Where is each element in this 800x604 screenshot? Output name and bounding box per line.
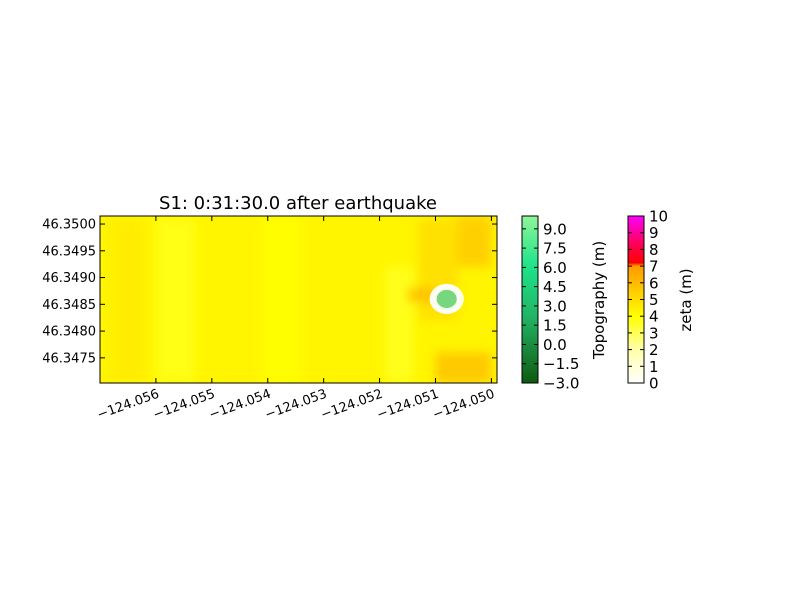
zeta-colorbar-label: zeta (m) [677, 268, 695, 331]
y-tick-label: 46.3500 [42, 218, 96, 233]
zeta-colorbar-tick-label: 7 [649, 258, 659, 276]
topography-colorbar-tick-label: 6.0 [543, 259, 567, 277]
field-region [155, 218, 196, 382]
zeta-colorbar-tick-label: 2 [649, 341, 659, 359]
field-region [385, 266, 414, 382]
island-group [429, 283, 464, 315]
y-tick-label: 46.3480 [42, 325, 96, 340]
x-tick-label: −124.050 [431, 387, 497, 423]
topography-colorbar: 9.0 7.56.04.53.0 1.50.0−1.5 −3.0 Topography… [521, 215, 608, 393]
zeta-colorbar-tick-label: 9 [649, 224, 659, 242]
x-tick-label: −124.053 [263, 387, 329, 423]
y-tick-label: 46.3475 [42, 351, 96, 366]
y-tick-label: 46.3495 [42, 244, 96, 259]
field-region [262, 218, 302, 382]
zeta-colorbar-tick-label: 10 [649, 208, 668, 226]
topography-colorbar-tick-label: 4.5 [543, 278, 567, 296]
x-tick-label: −124.055 [151, 387, 217, 423]
topography-colorbar-tick-label: 1.5 [543, 317, 567, 335]
field-region [111, 218, 145, 382]
x-tick-label: −124.052 [319, 387, 385, 423]
plot-area [100, 216, 497, 383]
x-tick-label: −124.056 [95, 387, 161, 423]
zeta-colorbar-tick-label: 3 [649, 324, 659, 342]
zeta-colorbar-tick-label: 6 [649, 274, 659, 292]
field-region [457, 216, 492, 267]
zeta-colorbar-tick-label: 5 [649, 291, 659, 309]
zeta-colorbar-tick-label: 1 [649, 358, 659, 376]
y-tick-label: 46.3485 [42, 298, 96, 313]
zeta-colorbar-tick-label: 0 [649, 375, 659, 393]
topography-colorbar-tick-label: −3.0 [543, 375, 579, 393]
topography-colorbar-gradient [521, 215, 539, 384]
plot-frame [99, 215, 498, 384]
field-regions [111, 216, 492, 383]
x-tick-label: −124.051 [375, 387, 441, 423]
chart-title: S1: 0:31:30.0 after earthquake [159, 193, 437, 214]
topography-colorbar-tick-label: 3.0 [543, 297, 567, 315]
x-tick-label: −124.054 [207, 387, 273, 423]
topography-colorbar-tick-label: 7.5 [543, 240, 567, 258]
y-axis: 46.3500 46.3495 46.3490 46.3485 46.3480 46.34… [42, 218, 497, 366]
topography-colorbar-tick-label: −1.5 [543, 355, 579, 373]
zeta-colorbar-tick-label: 8 [649, 241, 659, 259]
topography-colorbar-tick-label: 0.0 [543, 336, 567, 354]
field-region [407, 288, 436, 302]
island-topography [436, 289, 457, 309]
y-tick-label: 46.3490 [42, 271, 96, 286]
zeta-colorbar-tick-label: 4 [649, 308, 659, 326]
topography-colorbar-tick-label: 9.0 [543, 220, 567, 238]
field-region [435, 352, 492, 383]
topography-colorbar-label: Topography (m) [590, 241, 608, 360]
topography-colorbar-ticks: 9.0 7.56.04.53.0 1.50.0−1.5 −3.0 [522, 220, 579, 393]
